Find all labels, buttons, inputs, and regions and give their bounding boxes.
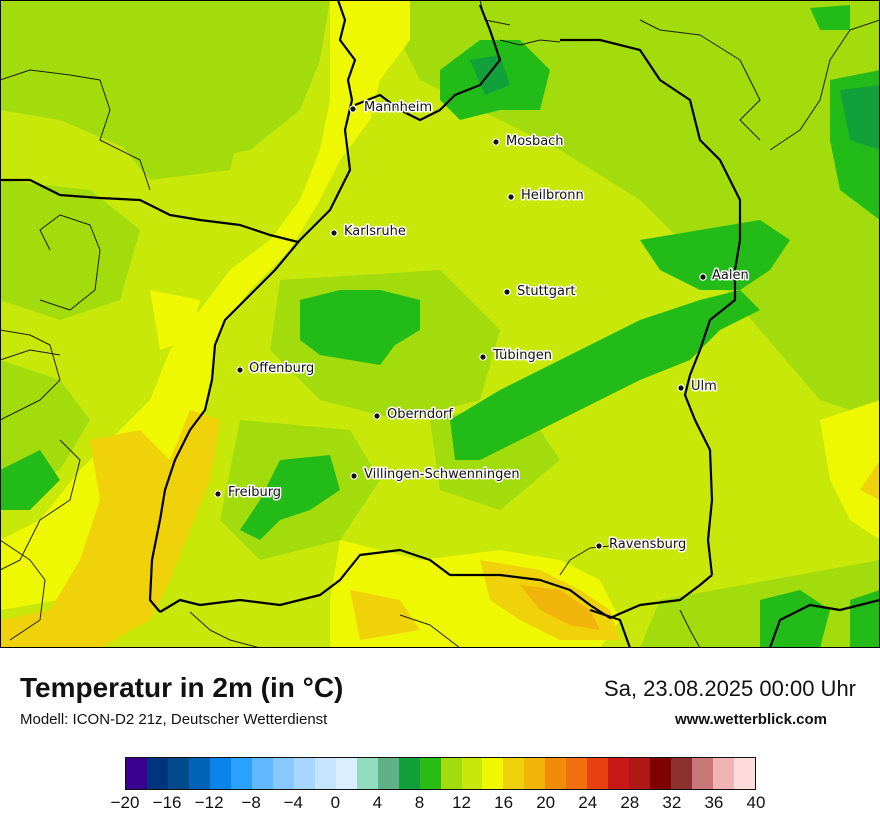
scale-swatch — [314, 758, 336, 789]
city-label-offenburg: Offenburg — [249, 361, 314, 376]
scale-tick-label: 20 — [536, 793, 556, 812]
scale-tick-label: 32 — [662, 793, 682, 812]
orange-areas — [520, 585, 600, 630]
city-label-stuttgart: Stuttgart — [517, 284, 575, 299]
scale-swatch — [650, 758, 672, 789]
scale-tick-label: 28 — [620, 793, 640, 812]
scale-swatch — [251, 758, 273, 789]
map-footer: Temperatur in 2m (in °C) Modell: ICON-D2… — [0, 648, 880, 830]
city-tuebingen: Tübingen — [479, 347, 554, 365]
temperature-map: Mannheim Mosbach Heilbronn Karlsruhe Aal… — [0, 0, 880, 648]
city-stuttgart: Stuttgart — [503, 283, 577, 301]
scale-swatch — [230, 758, 252, 789]
scale-swatch — [608, 758, 630, 789]
city-karlsruhe: Karlsruhe — [330, 223, 407, 241]
city-mosbach: Mosbach — [492, 133, 565, 151]
scale-swatch — [545, 758, 567, 789]
scale-swatch — [419, 758, 441, 789]
scale-swatch — [398, 758, 420, 789]
scale-swatch — [209, 758, 231, 789]
scale-swatch — [188, 758, 210, 789]
color-scale-ticks: −20 −16 −12 −8 −4 0 4 8 12 16 20 24 28 32 36 40 — [0, 793, 880, 815]
scale-swatch — [146, 758, 168, 789]
city-label-freiburg: Freiburg — [228, 485, 281, 500]
scale-swatch — [587, 758, 609, 789]
city-label-karlsruhe: Karlsruhe — [344, 224, 406, 239]
scale-swatch — [629, 758, 651, 789]
scale-swatch — [356, 758, 378, 789]
district-lines — [0, 0, 880, 648]
scale-tick-label: −4 — [283, 793, 303, 812]
city-label-villingen-schwenningen: Villingen-Schwenningen — [364, 467, 520, 482]
scale-swatch — [566, 758, 588, 789]
dark-green-areas — [470, 55, 880, 150]
scale-tick-label: 16 — [494, 793, 514, 812]
scale-swatch — [126, 758, 147, 789]
scale-swatch — [377, 758, 399, 789]
city-label-aalen: Aalen — [712, 268, 749, 283]
city-offenburg: Offenburg — [236, 360, 316, 378]
scale-swatch — [440, 758, 462, 789]
scale-tick-label: 8 — [414, 793, 425, 812]
western-border-line — [148, 0, 357, 613]
scale-swatch — [734, 758, 756, 789]
scale-tick-label: −20 — [110, 793, 140, 812]
city-heilbronn: Heilbronn — [507, 187, 585, 205]
scale-tick-label: −8 — [241, 793, 261, 812]
city-villingen-schwenningen: Villingen-Schwenningen — [350, 466, 521, 484]
city-label-tuebingen: Tübingen — [492, 348, 552, 363]
city-mannheim: Mannheim — [349, 99, 434, 117]
city-label-mosbach: Mosbach — [506, 134, 564, 149]
austria-border-line — [768, 598, 880, 648]
scale-tick-label: 12 — [452, 793, 471, 812]
scale-swatch — [713, 758, 735, 789]
scale-tick-label: 24 — [578, 793, 598, 812]
pfalz-border-line — [0, 178, 299, 244]
city-oberndorf: Oberndorf — [373, 406, 455, 424]
website-link[interactable]: www.wetterblick.com — [675, 711, 827, 728]
scale-swatch — [524, 758, 546, 789]
city-ulm: Ulm — [677, 378, 718, 396]
scale-tick-label: 40 — [746, 793, 766, 812]
scale-tick-label: −16 — [152, 793, 182, 812]
southern-border-line — [159, 548, 713, 620]
green-areas — [0, 5, 880, 648]
scale-swatch — [461, 758, 483, 789]
scale-tick-label: 4 — [372, 793, 383, 812]
city-label-ulm: Ulm — [691, 379, 717, 394]
city-label-mannheim: Mannheim — [364, 100, 432, 115]
map-title: Temperatur in 2m (in °C) — [20, 672, 344, 703]
scale-tick-label: −12 — [194, 793, 224, 812]
color-scale — [125, 757, 756, 790]
eastern-border-line — [560, 38, 742, 576]
city-aalen: Aalen — [699, 267, 750, 285]
scale-swatch — [671, 758, 693, 789]
city-label-oberndorf: Oberndorf — [387, 407, 453, 422]
scale-swatch — [692, 758, 714, 789]
scale-swatch — [503, 758, 525, 789]
city-ravensburg: Ravensburg — [595, 536, 688, 554]
northern-border-line — [354, 4, 502, 122]
forecast-datetime: Sa, 23.08.2025 00:00 Uhr — [604, 676, 856, 701]
city-freiburg: Freiburg — [214, 484, 283, 502]
scale-tick-label: 36 — [704, 793, 724, 812]
scale-swatch — [167, 758, 189, 789]
scale-swatch — [482, 758, 504, 789]
border-lines — [0, 0, 880, 648]
scale-tick-label: 0 — [330, 793, 341, 812]
model-info: Modell: ICON-D2 21z, Deutscher Wetterdie… — [20, 711, 328, 728]
city-label-heilbronn: Heilbronn — [521, 188, 584, 203]
scale-swatch — [293, 758, 315, 789]
scale-swatch — [335, 758, 357, 789]
city-markers: Mannheim Mosbach Heilbronn Karlsruhe Aal… — [214, 99, 750, 554]
scale-swatch — [272, 758, 294, 789]
city-label-ravensburg: Ravensburg — [609, 537, 686, 552]
